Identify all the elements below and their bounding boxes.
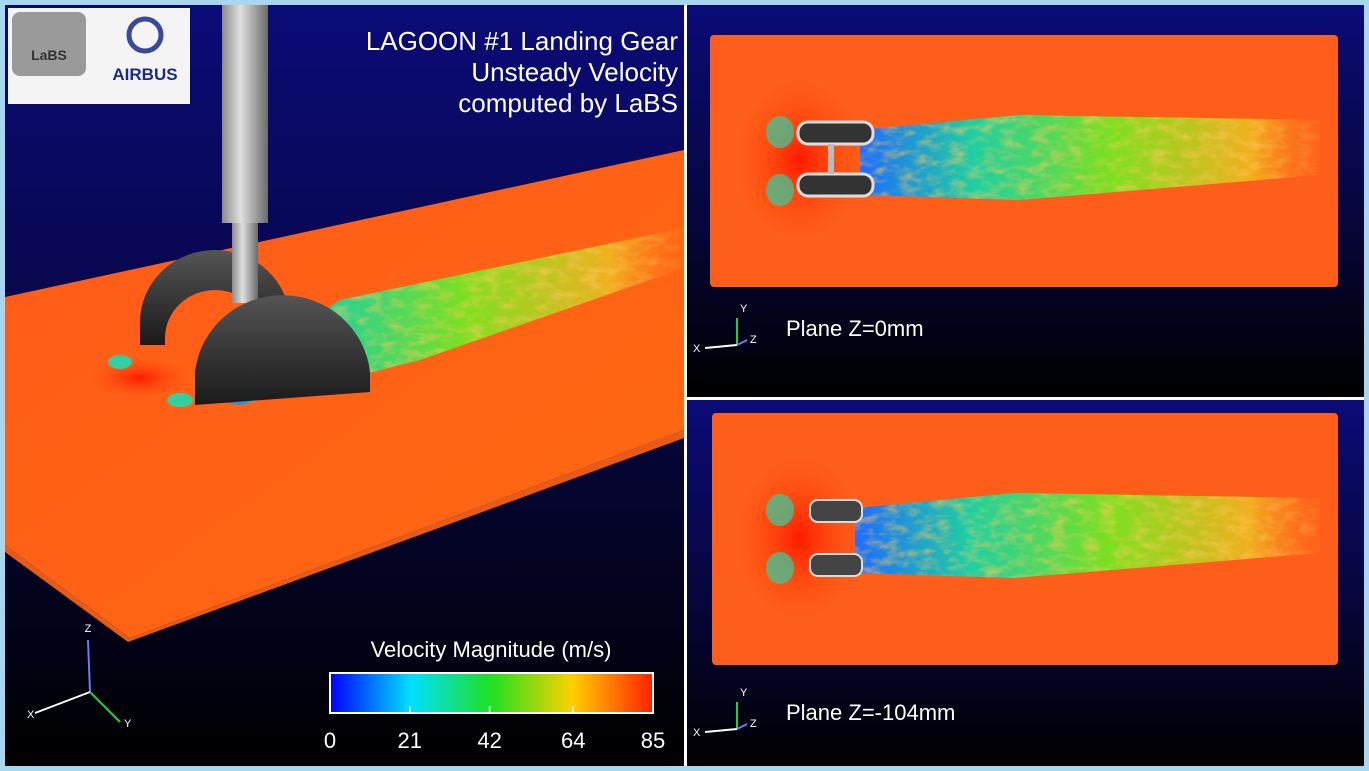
axis-label: Z	[85, 623, 92, 635]
axis-x	[704, 344, 738, 349]
wake-texture	[855, 493, 1320, 578]
wheel	[796, 172, 875, 198]
colorbar-tick-label: 64	[561, 728, 585, 753]
axis-label: Y	[740, 687, 748, 699]
axis-label: X	[27, 709, 35, 721]
colorbar-tick-label: 21	[398, 728, 422, 753]
strut-lower	[232, 223, 258, 303]
airbus-logo-text: AIRBUS	[112, 65, 177, 84]
vortex	[766, 494, 794, 526]
colorbar-tick-label: 42	[477, 728, 501, 753]
axis-label: Y	[740, 303, 748, 315]
axis-label: Z	[750, 334, 757, 346]
axis-label: X	[693, 343, 701, 355]
vortex	[766, 552, 794, 584]
labs-logo-text: LaBS	[31, 47, 67, 63]
airbus-emblem	[126, 16, 164, 54]
axis-z	[736, 723, 748, 730]
vortex	[766, 174, 794, 206]
axis-z	[736, 339, 748, 346]
plane-label: Plane Z=0mm	[786, 316, 924, 341]
wake-texture	[860, 115, 1320, 200]
plane-panels: Y X Z Plane Z=0mm Y X Z Plane Z=-104mm	[687, 5, 1364, 766]
axis-label: Y	[124, 718, 132, 730]
title-line: Unsteady Velocity	[471, 57, 678, 87]
axis-label: Z	[750, 718, 757, 730]
divider	[687, 397, 1364, 400]
colorbar	[329, 672, 654, 714]
colorbar-title: Velocity Magnitude (m/s)	[371, 637, 612, 662]
stagnation	[730, 70, 870, 250]
axis-x	[704, 728, 738, 733]
axis-label: X	[693, 727, 701, 739]
colorbar-tick-label: 0	[324, 728, 336, 753]
vortex	[108, 355, 132, 369]
wheel	[809, 553, 863, 577]
wheel-front	[195, 295, 370, 405]
labs-logo	[12, 12, 86, 76]
colorbar-ticks: 0 21 42 64 85	[324, 706, 665, 753]
title-line: computed by LaBS	[458, 88, 678, 118]
axis-triad: Z X Y	[27, 623, 132, 730]
colorbar-tick-label: 85	[641, 728, 665, 753]
title-line: LAGOON #1 Landing Gear	[366, 26, 679, 56]
wheel	[796, 120, 875, 146]
axle	[828, 144, 834, 174]
wheel	[809, 499, 863, 523]
vortex	[766, 116, 794, 148]
strut	[222, 5, 268, 223]
divider	[684, 5, 687, 766]
plane-label: Plane Z=-104mm	[786, 700, 955, 725]
vortex	[167, 393, 193, 407]
stagnation	[730, 448, 870, 628]
